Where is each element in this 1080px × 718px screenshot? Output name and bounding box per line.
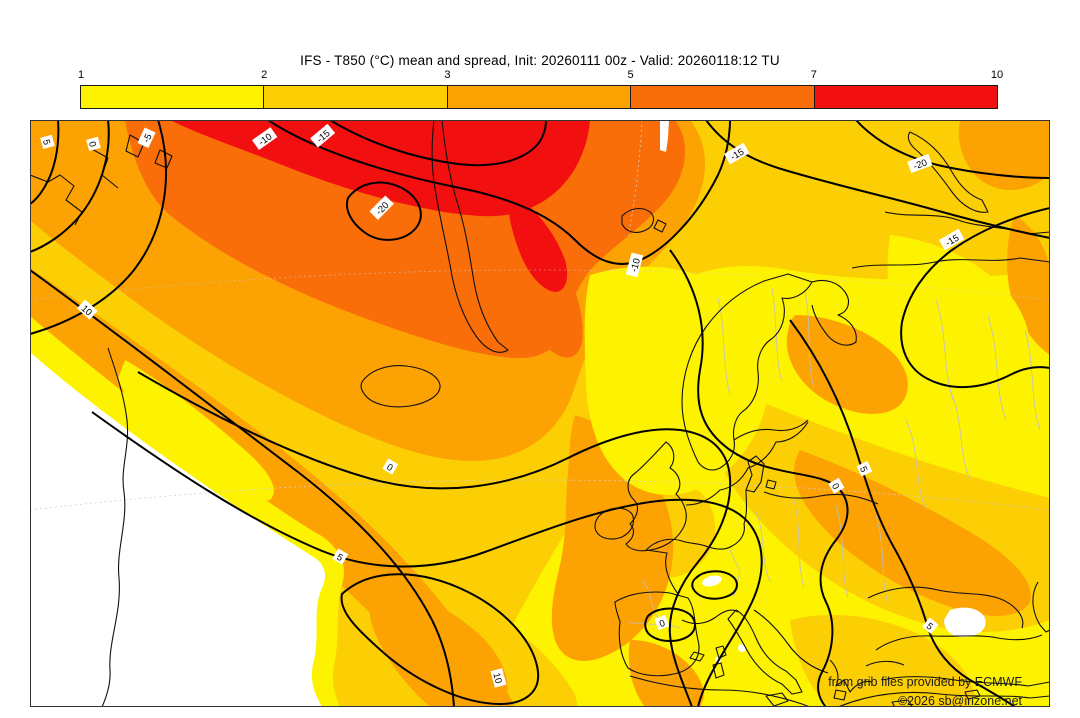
svg-text:5: 5 [857,465,869,474]
contour-label: 0 [382,458,399,475]
spread-colorbar: 1 2 3 5 7 10 [78,69,1003,109]
svg-text:5: 5 [40,138,52,146]
colorbar-tick-label: 5 [627,69,634,81]
contour-10-atlantic [29,269,455,708]
colorbar-tick-label: 7 [810,69,817,81]
attribution-copyright: ©2026 sb@irizone.net [898,694,1023,707]
contour-minus15 [329,119,547,167]
colorbar-segment [446,86,631,108]
iberia-coast [614,591,700,677]
colorbar-segment [81,86,264,108]
no-data-regions [30,120,986,707]
spread-orange-scandinavia [786,315,908,414]
labrador-coast [101,347,129,708]
graticule-lines [29,119,1051,511]
contour-5-atlantic [91,411,763,708]
country-borders [627,287,1041,629]
svg-text:-5: -5 [141,132,155,144]
contour-0-alps-closed [691,570,738,600]
contour-label: 5 [332,548,349,565]
svg-text:5: 5 [924,621,935,633]
coastlines [29,119,1051,710]
svg-text:-10: -10 [629,257,643,273]
map-canvas: 5 0 -5 -10 -15 -20 -10 -15 -20 -15 10 10 5 0 0 0 5 5 from… [29,119,1051,710]
map-frame [30,120,1050,707]
svg-text:0: 0 [384,462,394,474]
svg-text:0: 0 [658,618,667,630]
contour-minus20-closed [346,181,422,241]
contour-minus10 [267,119,731,265]
contour-0-atlantic [137,371,732,708]
contour-minus15-e [900,207,1051,389]
svg-text:0: 0 [86,140,98,148]
contour-minus5 [29,119,167,335]
contour-label: -10 [625,252,644,278]
page-title: IFS - T850 (°C) mean and spread, Init: 2… [300,53,780,68]
scandinavia-coast [681,273,813,471]
spread-fill-regions [30,120,1050,707]
colorbar-tick-label: 1 [77,69,85,81]
contour-label: 5 [922,617,939,634]
contour-label: -5 [137,127,156,149]
contour-5-east-europe [789,319,1016,708]
contour-label: 0 [86,136,101,151]
colorbar-tick-label: 3 [444,69,451,81]
colorbar-tick-label: 10 [990,69,1004,81]
contour-0-nw [29,119,110,253]
greenland-coast [431,119,509,353]
svg-text:0: 0 [829,481,841,491]
attribution-ecmwf: from grib files provided by ECMWF [828,675,1022,689]
svg-text:-20: -20 [912,157,929,172]
svg-text:10: 10 [490,672,503,685]
italy-coast [727,609,803,695]
contour-5-nw [29,119,60,205]
britain-coast [625,441,687,552]
colorbar-segment [630,86,814,108]
iceland-coast [360,365,441,408]
svg-text:5: 5 [334,552,344,564]
contour-label: 0 [654,614,670,631]
colorbar-tick-label: 2 [261,69,268,81]
colorbar-segment [263,86,447,108]
contour-label: 5 [40,134,55,149]
black-sea-coast [867,586,1024,629]
contour-label: 10 [490,668,507,688]
contour-label: -20 [907,154,933,174]
mean-contours [29,119,1051,708]
contour-minus20-ne [855,119,1051,179]
contour-label: 0 [828,477,845,494]
contour-0-spain-closed [644,607,696,642]
contour-10-closed [340,573,540,705]
ireland-coast [594,507,635,540]
contour-label: 10 [77,299,98,320]
contour-label: 5 [856,461,873,477]
colorbar-segment [813,86,998,108]
